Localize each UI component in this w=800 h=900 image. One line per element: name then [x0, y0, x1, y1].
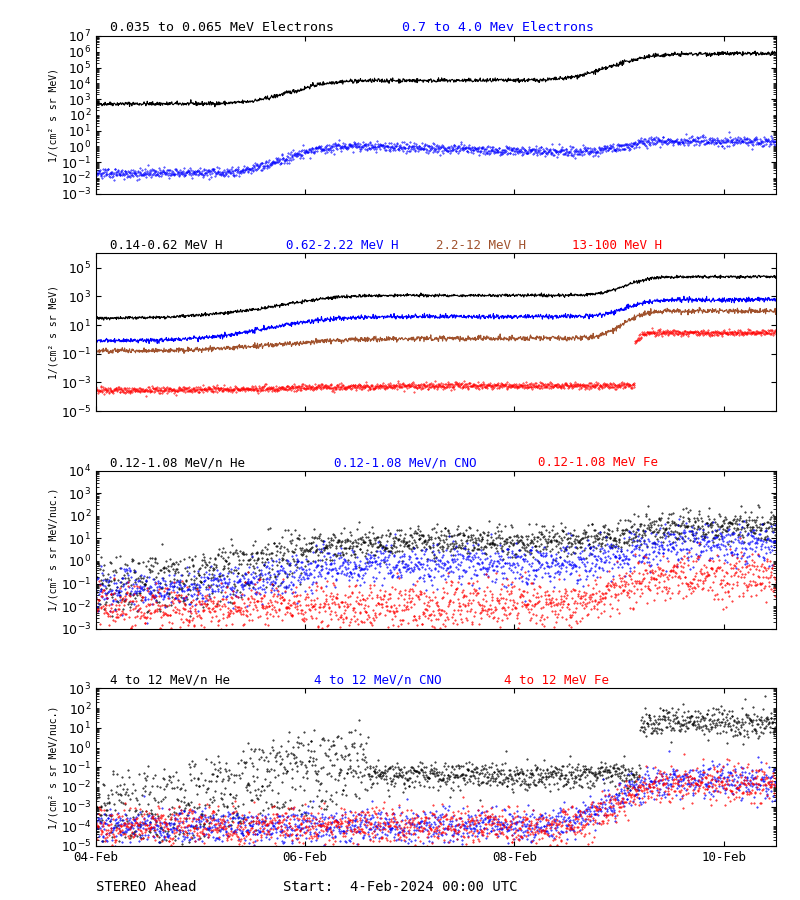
Y-axis label: 1/(cm² s sr MeV/nuc.): 1/(cm² s sr MeV/nuc.) [48, 706, 58, 829]
Text: 0.12-1.08 MeV/n He: 0.12-1.08 MeV/n He [110, 456, 245, 470]
Text: 13-100 MeV H: 13-100 MeV H [572, 238, 662, 252]
Text: STEREO Ahead: STEREO Ahead [96, 880, 197, 894]
Text: 0.035 to 0.065 MeV Electrons: 0.035 to 0.065 MeV Electrons [110, 22, 334, 34]
Y-axis label: 1/(cm² s sr MeV): 1/(cm² s sr MeV) [48, 68, 58, 162]
Y-axis label: 1/(cm² s sr MeV): 1/(cm² s sr MeV) [48, 285, 58, 379]
Text: 0.14-0.62 MeV H: 0.14-0.62 MeV H [110, 238, 222, 252]
Text: 0.12-1.08 MeV Fe: 0.12-1.08 MeV Fe [538, 456, 658, 470]
Text: 0.12-1.08 MeV/n CNO: 0.12-1.08 MeV/n CNO [334, 456, 477, 470]
Text: 2.2-12 MeV H: 2.2-12 MeV H [436, 238, 526, 252]
Text: 0.62-2.22 MeV H: 0.62-2.22 MeV H [286, 238, 399, 252]
Text: 4 to 12 MeV/n CNO: 4 to 12 MeV/n CNO [314, 674, 441, 687]
Text: 4 to 12 MeV Fe: 4 to 12 MeV Fe [504, 674, 609, 687]
Text: 0.7 to 4.0 Mev Electrons: 0.7 to 4.0 Mev Electrons [402, 22, 594, 34]
Text: Start:  4-Feb-2024 00:00 UTC: Start: 4-Feb-2024 00:00 UTC [282, 880, 518, 894]
Text: 4 to 12 MeV/n He: 4 to 12 MeV/n He [110, 674, 230, 687]
Y-axis label: 1/(cm² s sr MeV/nuc.): 1/(cm² s sr MeV/nuc.) [48, 488, 58, 611]
